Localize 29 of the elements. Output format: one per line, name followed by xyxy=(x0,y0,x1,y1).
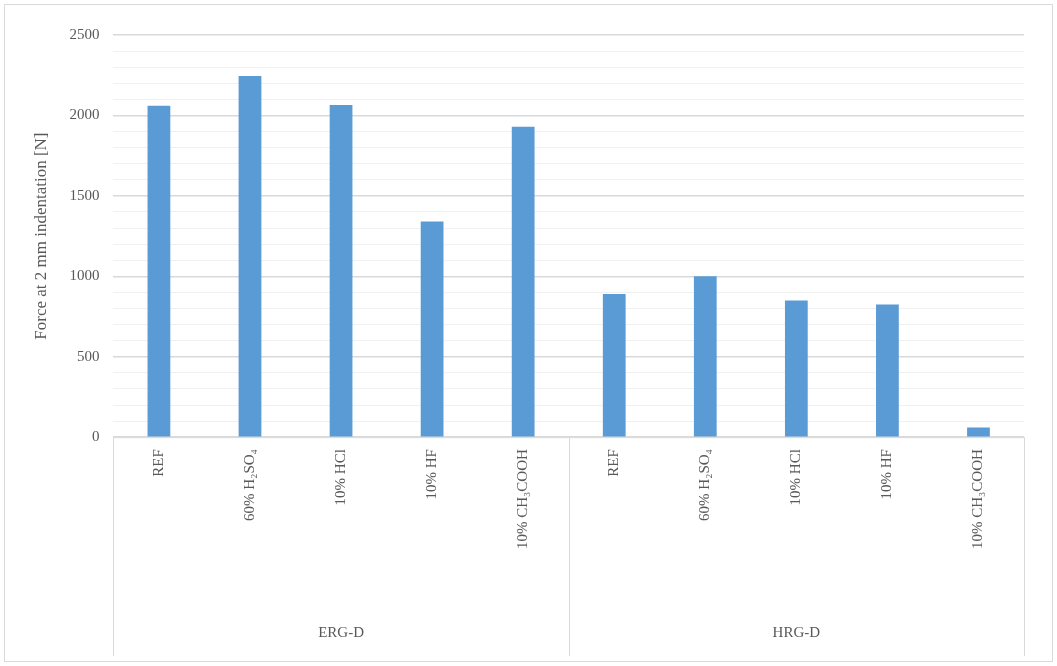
x-tick-label: REF xyxy=(149,449,166,477)
bar xyxy=(511,126,535,437)
y-tick-label: 1500 xyxy=(69,186,100,203)
x-tick-label: 10% CH₃COOH xyxy=(969,449,986,550)
bar xyxy=(147,105,171,437)
y-tick-label: 500 xyxy=(76,347,100,364)
y-tick-label: 1000 xyxy=(69,267,100,284)
bar xyxy=(420,221,444,437)
bar xyxy=(238,76,262,437)
x-tick-label: 10% HCl xyxy=(787,449,804,506)
bar xyxy=(329,104,353,437)
x-tick-label: 10% HF xyxy=(423,449,440,500)
x-tick-label: 10% HF xyxy=(878,449,895,500)
text: ERG-D xyxy=(318,623,365,640)
y-tick-label: 2000 xyxy=(69,106,100,123)
bar xyxy=(693,276,717,437)
bar xyxy=(602,294,626,437)
bar xyxy=(967,427,990,437)
text: HRG-D xyxy=(772,623,821,640)
x-tick-label: 10% HCl xyxy=(331,449,348,506)
x-tick-label: 10% CH₃COOH xyxy=(514,449,531,550)
y-tick-label: 2500 xyxy=(69,25,100,42)
y-tick-label: 0 xyxy=(91,428,100,445)
x-tick-label: 60% H₂SO₄ xyxy=(240,449,257,521)
bar xyxy=(876,304,899,437)
x-tick-label: REF xyxy=(605,449,622,477)
y-axis-title: Force at 2 mm indentation [N] xyxy=(30,132,50,340)
x-tick-label: 60% H₂SO₄ xyxy=(696,449,713,521)
bar xyxy=(784,300,808,437)
